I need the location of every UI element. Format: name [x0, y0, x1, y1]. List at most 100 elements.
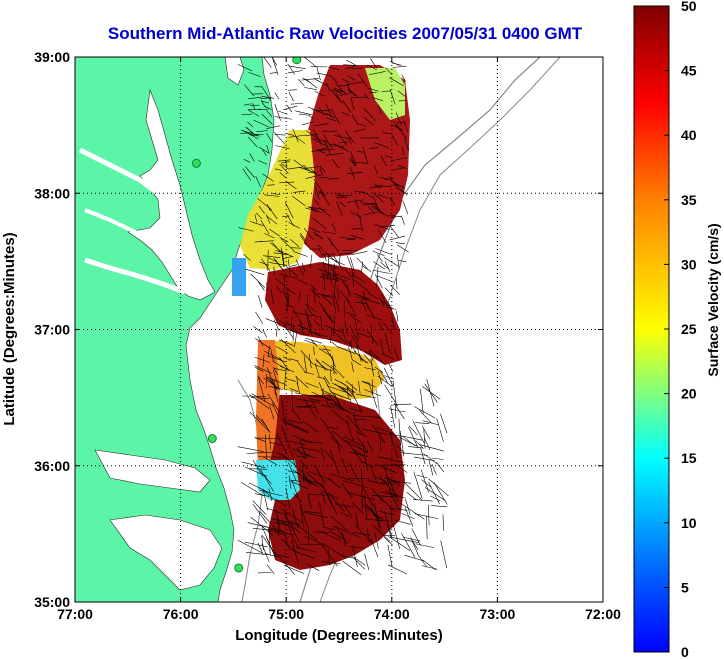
- velocity-vector: [326, 385, 345, 393]
- velocity-vector: [390, 157, 408, 162]
- velocity-vector: [255, 176, 261, 188]
- velocity-vector: [380, 339, 384, 355]
- velocity-vector: [351, 114, 359, 125]
- velocity-vector: [244, 541, 268, 548]
- velocity-vector: [410, 537, 418, 554]
- velocity-vector: [317, 244, 324, 251]
- velocity-vector: [352, 415, 381, 418]
- velocity-vector: [299, 440, 323, 444]
- velocity-vector: [280, 238, 295, 252]
- velocity-vector: [320, 404, 335, 408]
- colorbar-tick-label: 10: [681, 515, 697, 531]
- velocity-vector: [293, 159, 308, 170]
- velocity-vector: [241, 461, 266, 469]
- velocity-vector: [293, 493, 302, 502]
- velocity-vector: [327, 427, 339, 443]
- velocity-vector: [403, 120, 408, 132]
- velocity-vector: [413, 471, 423, 499]
- y-axis-label: Latitude (Degrees:Minutes): [1, 232, 18, 425]
- velocity-vector: [416, 553, 428, 568]
- velocity-vector: [329, 239, 333, 247]
- velocity-vector: [353, 190, 365, 194]
- velocity-vector: [389, 77, 405, 87]
- velocity-vector: [428, 478, 449, 497]
- velocity-vector: [295, 546, 317, 553]
- velocity-vector: [332, 158, 339, 169]
- velocity-vector: [323, 375, 331, 385]
- velocity-vector: [252, 503, 268, 524]
- velocity-vector: [369, 505, 378, 518]
- velocity-vector: [391, 124, 403, 131]
- velocity-vector: [356, 344, 362, 362]
- velocity-vector: [261, 543, 270, 562]
- velocity-vector: [374, 477, 388, 482]
- velocity-vector: [288, 475, 292, 489]
- velocity-vector: [319, 502, 325, 529]
- colorbar-tick-label: 20: [681, 386, 697, 402]
- map-title: Southern Mid-Atlantic Raw Velocities 200…: [108, 24, 583, 43]
- velocity-vector: [328, 273, 347, 283]
- velocity-vector: [280, 418, 303, 424]
- velocity-vector: [279, 236, 289, 243]
- velocity-vector: [291, 539, 299, 565]
- velocity-vector: [367, 292, 378, 300]
- velocity-vector: [366, 527, 370, 543]
- velocity-vector: [380, 261, 389, 270]
- velocity-vector: [295, 110, 313, 116]
- velocity-vector: [362, 487, 377, 512]
- velocity-vector: [398, 418, 402, 446]
- velocity-vector: [312, 138, 329, 148]
- velocity-vector: [337, 286, 340, 301]
- velocity-vector: [260, 97, 273, 99]
- velocity-vector: [261, 95, 274, 99]
- velocity-vector: [327, 237, 339, 252]
- velocity-vector: [431, 505, 448, 508]
- velocity-vector: [265, 373, 268, 389]
- velocity-vector: [266, 376, 286, 385]
- velocity-vector: [296, 381, 301, 394]
- velocity-vector: [384, 466, 391, 495]
- velocity-vector: [258, 108, 269, 111]
- velocity-vector: [372, 192, 384, 203]
- velocity-vector: [272, 242, 281, 252]
- velocity-vector: [324, 378, 331, 392]
- velocity-vector: [312, 128, 323, 145]
- velocity-vector: [308, 206, 327, 211]
- velocity-vector: [374, 274, 383, 289]
- velocity-vector: [313, 363, 333, 372]
- velocity-vector: [400, 502, 425, 520]
- velocity-vector: [284, 534, 289, 549]
- velocity-vector: [362, 203, 378, 206]
- velocity-vector: [367, 480, 386, 486]
- velocity-vector: [313, 331, 329, 338]
- velocity-vector: [440, 413, 448, 434]
- potomac-river: [78, 147, 162, 197]
- velocity-vector: [321, 490, 339, 500]
- velocity-vector: [349, 348, 353, 360]
- velocity-vector: [352, 67, 363, 69]
- velocity-vector: [360, 468, 364, 492]
- velocity-vector: [351, 502, 365, 515]
- velocity-vector: [264, 194, 280, 197]
- velocity-vector: [296, 398, 320, 403]
- map-grid: [75, 57, 603, 602]
- x-tick-label: 74:00: [374, 606, 410, 622]
- velocity-vector: [398, 436, 418, 447]
- velocity-vector: [262, 456, 278, 466]
- velocity-vector: [274, 531, 287, 536]
- velocity-vector: [363, 367, 376, 371]
- velocity-vector: [387, 307, 397, 310]
- velocity-vector: [305, 78, 318, 89]
- velocity-vector: [337, 346, 356, 355]
- velocity-vector: [259, 261, 270, 266]
- velocity-vector: [290, 102, 304, 105]
- velocity-vector: [272, 360, 290, 371]
- velocity-vector: [361, 490, 364, 511]
- velocity-vector: [262, 173, 274, 182]
- velocity-vector: [372, 269, 390, 274]
- velocity-vector: [428, 459, 434, 476]
- velocity-vector: [297, 405, 313, 407]
- velocity-vector: [249, 411, 270, 432]
- velocity-vector: [383, 257, 399, 267]
- velocity-vector: [415, 440, 424, 449]
